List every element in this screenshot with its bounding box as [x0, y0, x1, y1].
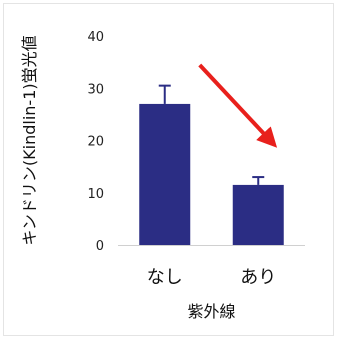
- x-axis-title: 紫外線: [187, 302, 235, 321]
- bar-0: [139, 103, 191, 245]
- decrease-arrow: [198, 63, 278, 148]
- y-axis-title: キンドリン(Kindlin-1)蛍光値: [20, 35, 39, 245]
- y-tick-label-2: 20: [87, 135, 104, 150]
- y-tick-label-3: 30: [87, 82, 104, 97]
- category-label-1: あり: [240, 267, 276, 288]
- bar-1: [232, 184, 284, 245]
- y-tick-label-1: 10: [87, 187, 104, 202]
- category-label-0: なし: [147, 267, 183, 288]
- y-tick-label-0: 0: [96, 239, 104, 254]
- y-tick-label-4: 40: [87, 30, 104, 45]
